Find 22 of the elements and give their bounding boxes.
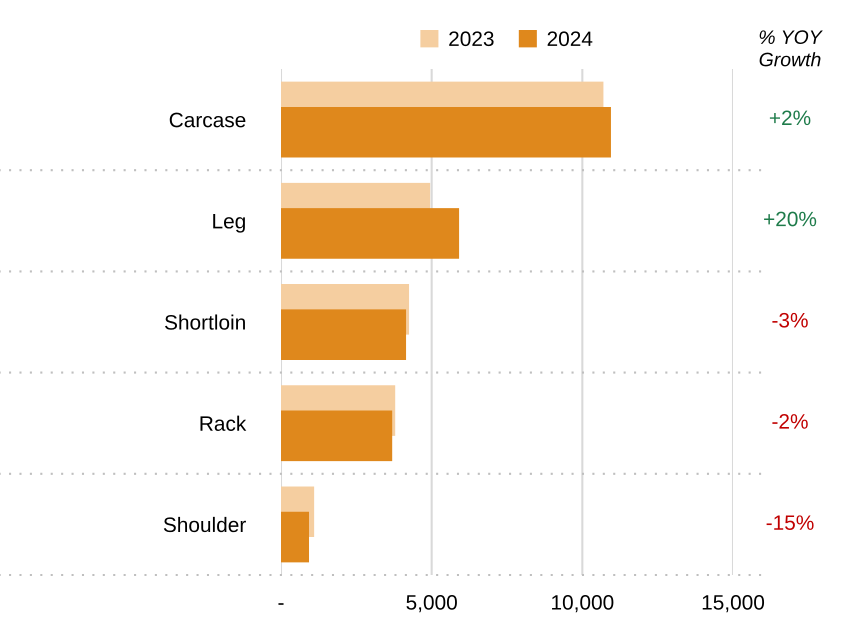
- bar: [281, 410, 392, 462]
- x-tick-label: -: [278, 603, 284, 605]
- x-tick-label: 15,000: [702, 594, 764, 612]
- y-tick-label: Carcase: [170, 112, 246, 128]
- bar: [281, 106, 611, 158]
- x-tick-label: 5,000: [406, 594, 457, 612]
- legend-label: 2023: [449, 31, 494, 46]
- text: -2%: [772, 414, 808, 429]
- bar: [281, 309, 406, 360]
- text: -3%: [772, 312, 808, 328]
- legend-label: 2024: [548, 31, 592, 46]
- y-tick-label: Shoulder: [164, 516, 246, 532]
- text: +2%: [770, 110, 810, 126]
- y-tick-label: Shortloin: [165, 314, 245, 330]
- y-tick-label: Leg: [213, 214, 245, 233]
- text: % YOY Growth: [760, 30, 823, 66]
- text: +20%: [764, 212, 816, 226]
- x-tick-label: 10,000: [552, 594, 614, 612]
- text: -15%: [766, 515, 814, 530]
- bar: [281, 512, 310, 562]
- bar: [281, 208, 460, 259]
- y-tick-label: Rack: [200, 416, 246, 431]
